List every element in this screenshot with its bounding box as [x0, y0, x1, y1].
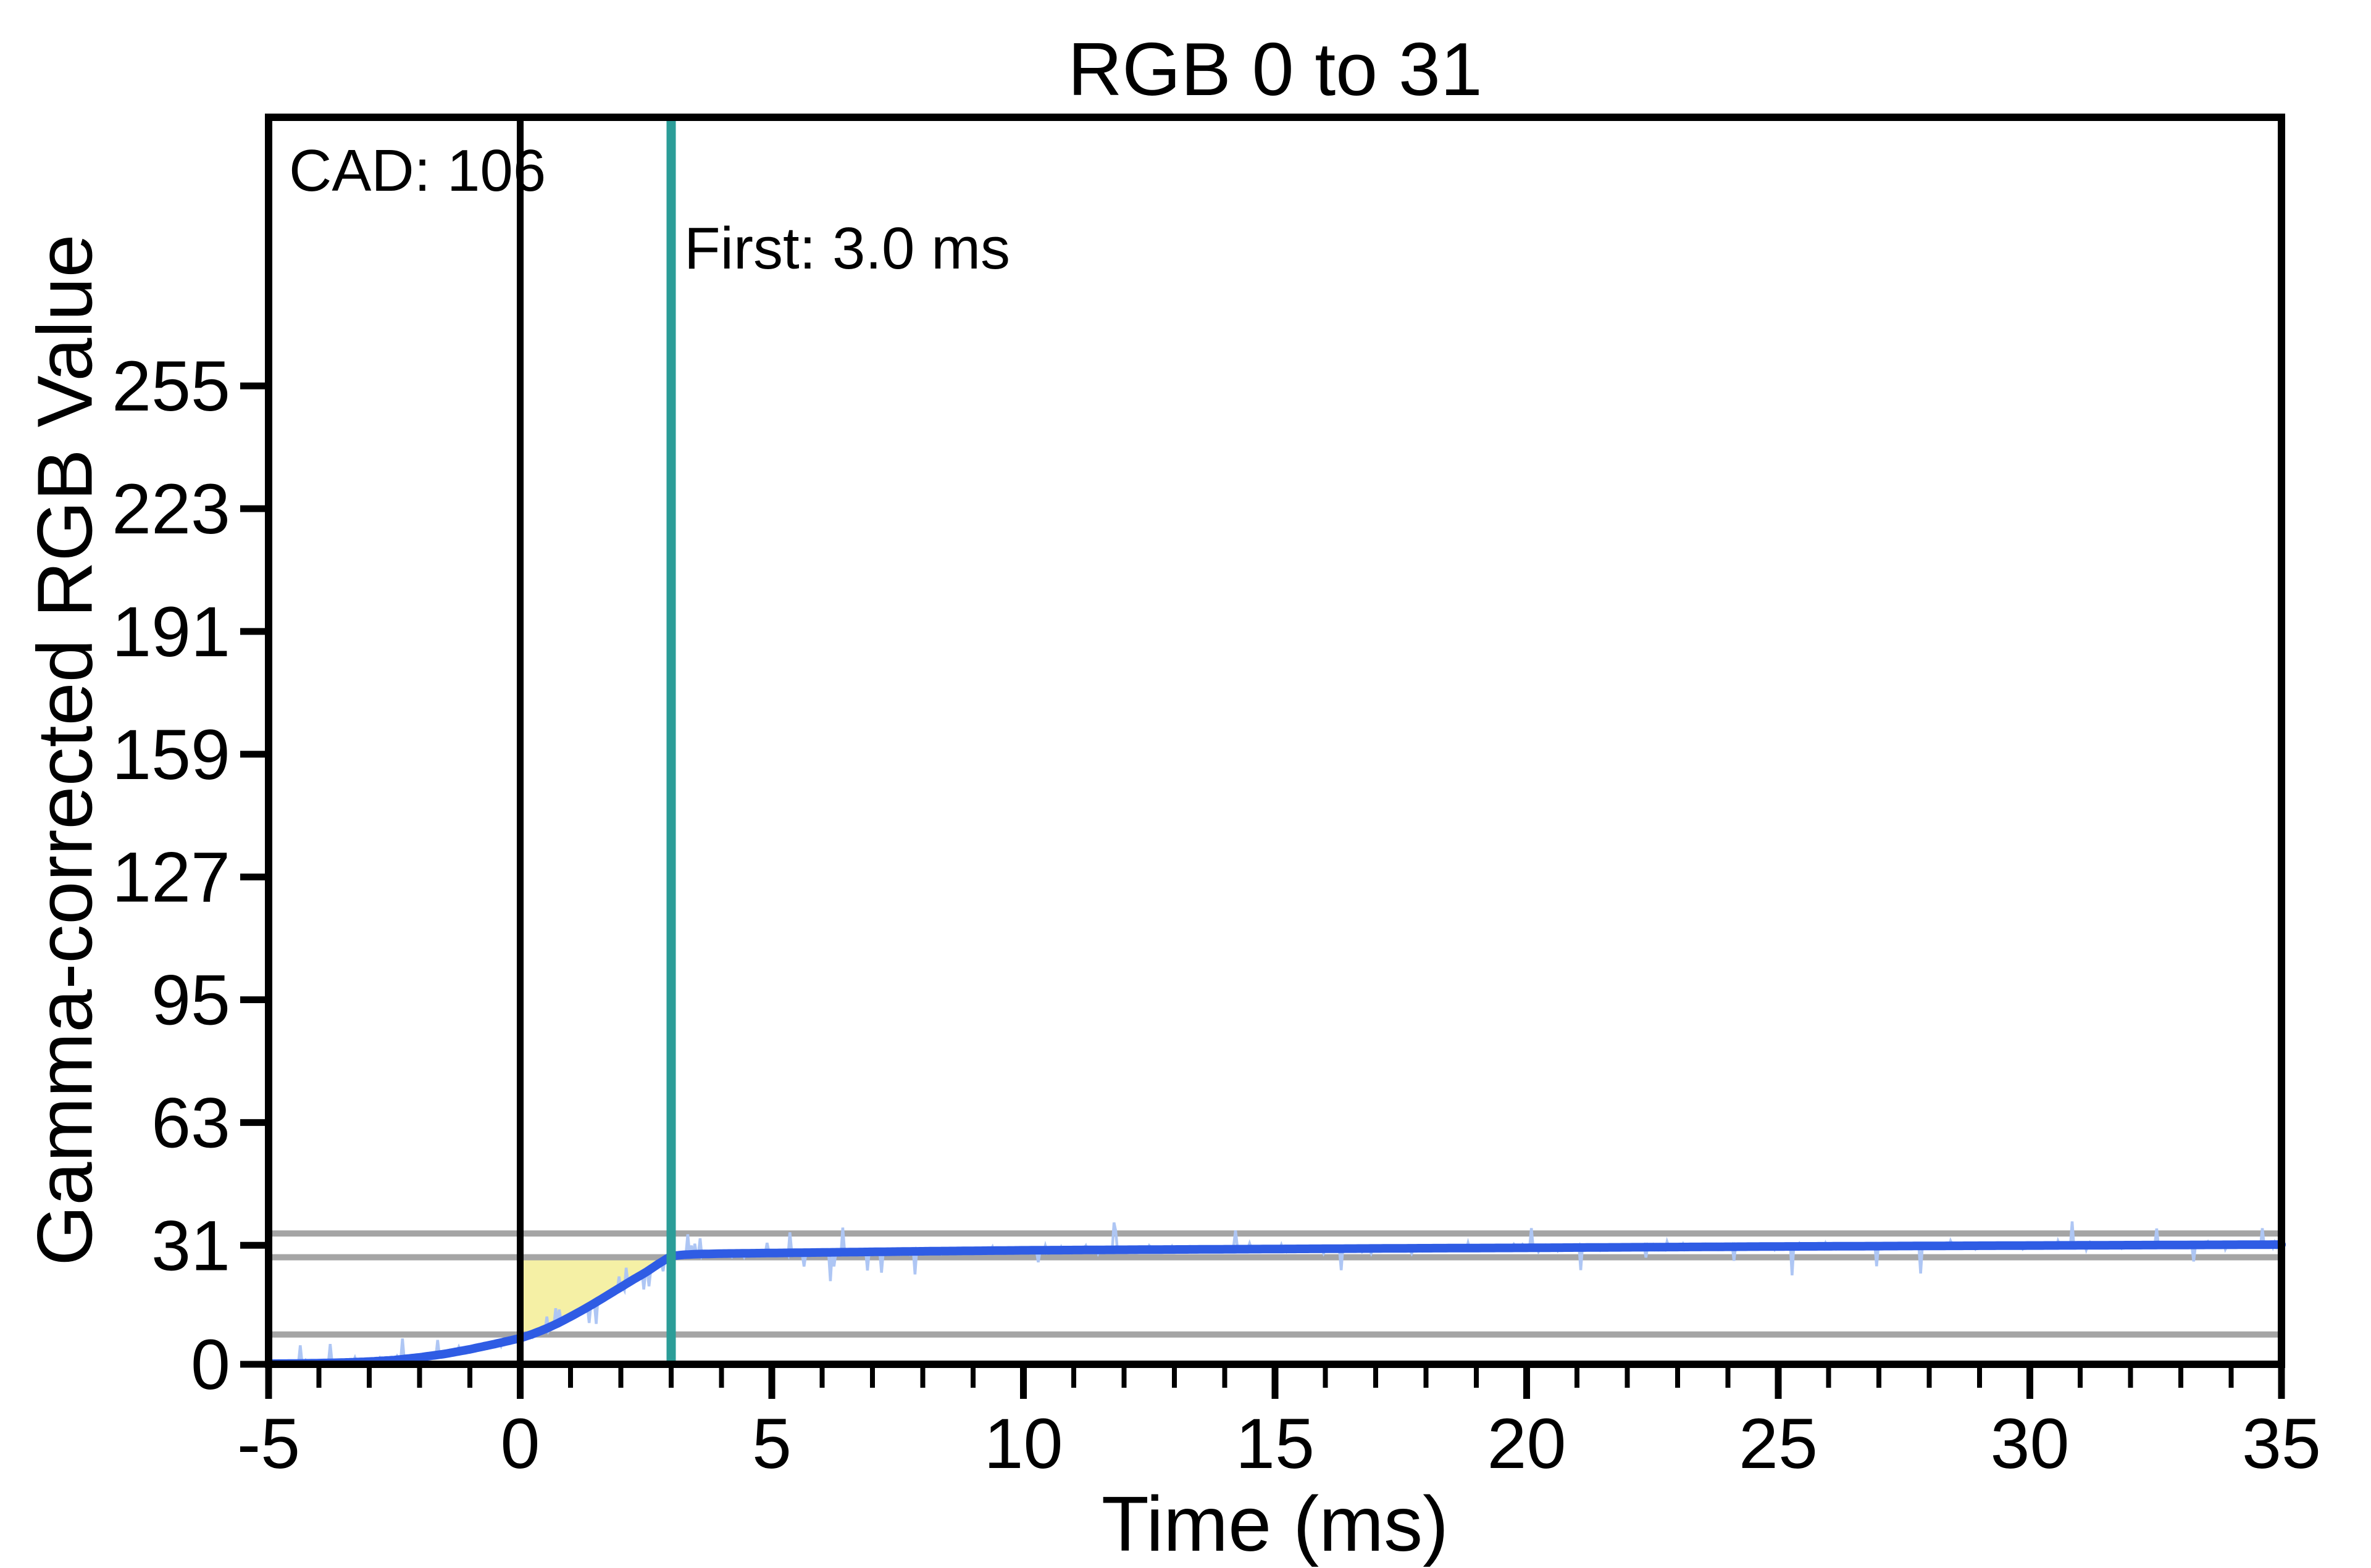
y-tick-label: 63	[151, 1083, 230, 1162]
x-tick-label: 5	[752, 1404, 792, 1483]
x-tick-label: -5	[237, 1404, 300, 1483]
y-tick-label: 191	[112, 593, 230, 672]
y-tick-label: 159	[112, 715, 230, 794]
chart-title: RGB 0 to 31	[1068, 27, 1482, 111]
y-tick-label: 255	[112, 347, 230, 426]
y-axis-ticks	[240, 382, 265, 1368]
x-tick-label: 35	[2242, 1404, 2321, 1483]
y-tick-label: 95	[151, 961, 230, 1040]
x-axis-minor-ticks	[316, 1368, 2234, 1388]
x-axis-title: Time (ms)	[1101, 1480, 1449, 1567]
y-tick-label: 31	[151, 1206, 230, 1285]
x-tick-label: 20	[1487, 1404, 1566, 1483]
smoothed-response-curve	[264, 1240, 2286, 1369]
x-tick-label: 25	[1739, 1404, 1818, 1483]
y-tick-label: 127	[112, 838, 230, 917]
x-tick-label: 10	[984, 1404, 1063, 1483]
annotation-first-response: First: 3.0 ms	[684, 215, 1011, 281]
y-tick-label: 0	[191, 1325, 230, 1404]
annotation-cad: CAD: 106	[289, 138, 546, 204]
y-tick-label: 223	[112, 470, 230, 549]
plot-border	[265, 114, 2285, 1368]
x-tick-label: 15	[1236, 1404, 1315, 1483]
x-tick-label: 30	[1991, 1404, 2070, 1483]
x-axis-major-ticks	[265, 1368, 2285, 1399]
y-axis-title: Gamma-corrected RGB Value	[21, 234, 109, 1266]
x-tick-label: 0	[501, 1404, 540, 1483]
